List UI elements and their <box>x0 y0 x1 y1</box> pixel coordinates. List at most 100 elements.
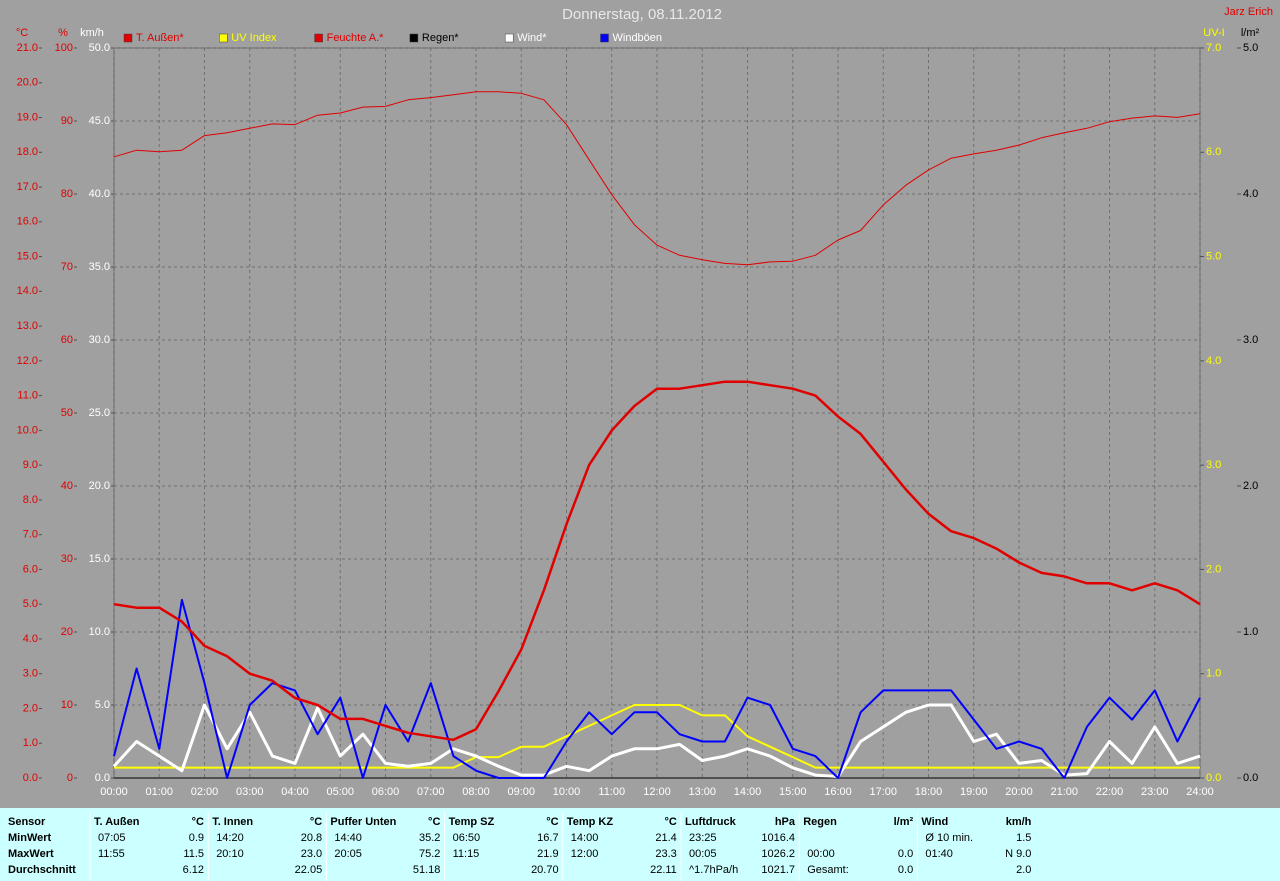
cell-time: 23:25 <box>689 832 717 844</box>
y-tick-label: 0 <box>67 772 73 784</box>
cell-value: 1021.7 <box>761 864 795 876</box>
cell-time: Gesamt: <box>807 864 849 876</box>
cell-value: 0.9 <box>189 832 204 844</box>
y-tick-label: 60 <box>61 334 73 346</box>
y-tick-label: 18.0 <box>17 146 38 158</box>
y-tick-label: 10 <box>61 699 73 711</box>
x-tick-label: 00:00 <box>100 786 128 798</box>
series-line <box>113 91 1201 266</box>
axis-label: % <box>58 27 68 39</box>
x-tick-label: 24:00 <box>1186 786 1214 798</box>
cell-time: 14:00 <box>571 832 599 844</box>
axis-label: °C <box>16 27 28 39</box>
y-tick-label: 70 <box>61 261 73 273</box>
legend-swatch <box>314 33 323 43</box>
x-tick-label: 01:00 <box>145 786 173 798</box>
row-label: Sensor <box>8 816 46 828</box>
column-title: Puffer Unten <box>330 816 396 828</box>
y-tick-label: 6.0 <box>23 563 38 575</box>
x-tick-label: 07:00 <box>417 786 445 798</box>
cell-value: 1016.4 <box>761 832 795 844</box>
row-label: Durchschnitt <box>8 864 76 876</box>
y-tick-label: 45.0 <box>89 115 110 127</box>
chart-title: Donnerstag, 08.11.2012 <box>562 6 722 23</box>
y-tick-label: 35.0 <box>89 261 110 273</box>
column-title: T. Innen <box>212 816 253 828</box>
y-tick-label: 3.0 <box>1206 459 1221 471</box>
axis-label: UV-I <box>1203 27 1224 39</box>
legend-label: Wind* <box>517 32 547 44</box>
y-tick-label: 1.0 <box>1206 668 1221 680</box>
y-tick-label: 5.0 <box>1206 250 1221 262</box>
x-tick-label: 21:00 <box>1050 786 1078 798</box>
x-tick-label: 08:00 <box>462 786 490 798</box>
x-tick-label: 05:00 <box>326 786 354 798</box>
y-tick-label: 15.0 <box>17 250 38 262</box>
series-line <box>114 704 1200 769</box>
cell-value: 75.2 <box>419 848 440 860</box>
y-tick-label: 80 <box>61 188 73 200</box>
cell-value: 21.4 <box>655 832 676 844</box>
y-tick-label: 20.0 <box>17 77 38 89</box>
series-line <box>113 380 1201 742</box>
x-tick-label: 13:00 <box>688 786 716 798</box>
x-tick-label: 20:00 <box>1005 786 1033 798</box>
column-unit: hPa <box>775 816 796 828</box>
y-tick-label: 20.0 <box>89 480 110 492</box>
legend-label: Regen* <box>422 32 459 44</box>
y-tick-label: 40 <box>61 480 73 492</box>
y-tick-label: 90 <box>61 115 73 127</box>
y-tick-label: 21.0 <box>17 42 38 54</box>
legend-label: UV Index <box>231 32 277 44</box>
y-tick-label: 15.0 <box>89 553 110 565</box>
column-unit: °C <box>428 816 440 828</box>
row-label: MinWert <box>8 832 52 844</box>
y-tick-label: 1.0 <box>23 737 38 749</box>
row-label: MaxWert <box>8 848 54 860</box>
column-unit: °C <box>664 816 676 828</box>
cell-time: 01:40 <box>925 848 953 860</box>
cell-time: 00:05 <box>689 848 717 860</box>
y-tick-label: 1.0 <box>1243 626 1258 638</box>
legend-swatch <box>600 33 609 43</box>
cell-value: 6.12 <box>183 864 204 876</box>
cell-value: 23.3 <box>655 848 676 860</box>
y-tick-label: 13.0 <box>17 320 38 332</box>
y-tick-label: 0.0 <box>1243 772 1258 784</box>
cell-time: ^1.7hPa/h <box>689 864 738 876</box>
cell-value: 16.7 <box>537 832 558 844</box>
column-title: Temp SZ <box>449 816 495 828</box>
x-tick-label: 14:00 <box>734 786 762 798</box>
legend-swatch <box>409 33 419 43</box>
column-unit: °C <box>546 816 558 828</box>
legend-swatch <box>123 33 133 43</box>
cell-time: 06:50 <box>453 832 481 844</box>
x-tick-label: 06:00 <box>372 786 400 798</box>
x-tick-label: 04:00 <box>281 786 309 798</box>
legend-label: Feuchte A.* <box>327 32 385 44</box>
x-tick-label: 02:00 <box>191 786 219 798</box>
cell-value: 22.11 <box>650 864 677 876</box>
column-title: Luftdruck <box>685 816 737 828</box>
cell-time: Ø 10 min. <box>925 832 973 844</box>
y-tick-label: 10.0 <box>89 626 110 638</box>
y-tick-label: 4.0 <box>1243 188 1258 200</box>
y-tick-label: 0.0 <box>23 772 38 784</box>
series-line <box>113 598 1201 779</box>
column-title: T. Außen <box>94 816 140 828</box>
x-tick-label: 15:00 <box>779 786 807 798</box>
x-tick-label: 10:00 <box>553 786 581 798</box>
y-tick-label: 2.0 <box>23 702 38 714</box>
x-tick-label: 22:00 <box>1096 786 1124 798</box>
y-tick-label: 7.0 <box>23 529 38 541</box>
y-tick-label: 5.0 <box>23 598 38 610</box>
series-line <box>112 703 1201 778</box>
column-title: Wind <box>921 816 948 828</box>
cell-time: 14:20 <box>216 832 244 844</box>
stats-table: Sensor MinWert MaxWert Durchschnitt T. Außen… <box>8 812 1032 881</box>
column-title: Regen <box>803 816 837 828</box>
cell-time: 11:15 <box>453 848 480 860</box>
y-tick-label: 0.0 <box>1206 772 1221 784</box>
cell-value: 22.05 <box>295 864 323 876</box>
